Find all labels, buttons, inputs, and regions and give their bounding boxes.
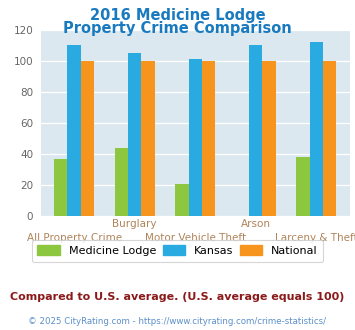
Legend: Medicine Lodge, Kansas, National: Medicine Lodge, Kansas, National: [32, 240, 323, 262]
Text: Larceny & Theft: Larceny & Theft: [275, 233, 355, 243]
Bar: [202, 61, 215, 216]
Bar: [262, 61, 276, 216]
Bar: [67, 45, 81, 216]
Bar: [323, 61, 336, 216]
Text: Motor Vehicle Theft: Motor Vehicle Theft: [145, 233, 246, 243]
Text: Arson: Arson: [241, 219, 271, 229]
Text: Burglary: Burglary: [113, 219, 157, 229]
Bar: [189, 59, 202, 216]
Bar: [249, 45, 262, 216]
Bar: [141, 61, 155, 216]
Text: 2016 Medicine Lodge: 2016 Medicine Lodge: [90, 8, 265, 23]
Bar: [81, 61, 94, 216]
Text: All Property Crime: All Property Crime: [27, 233, 122, 243]
Bar: [175, 183, 189, 216]
Bar: [310, 42, 323, 216]
Bar: [128, 53, 141, 216]
Bar: [54, 159, 67, 216]
Bar: [115, 148, 128, 216]
Text: Property Crime Comparison: Property Crime Comparison: [63, 21, 292, 36]
Text: Compared to U.S. average. (U.S. average equals 100): Compared to U.S. average. (U.S. average …: [10, 292, 345, 302]
Bar: [296, 157, 310, 216]
Text: © 2025 CityRating.com - https://www.cityrating.com/crime-statistics/: © 2025 CityRating.com - https://www.city…: [28, 317, 327, 326]
